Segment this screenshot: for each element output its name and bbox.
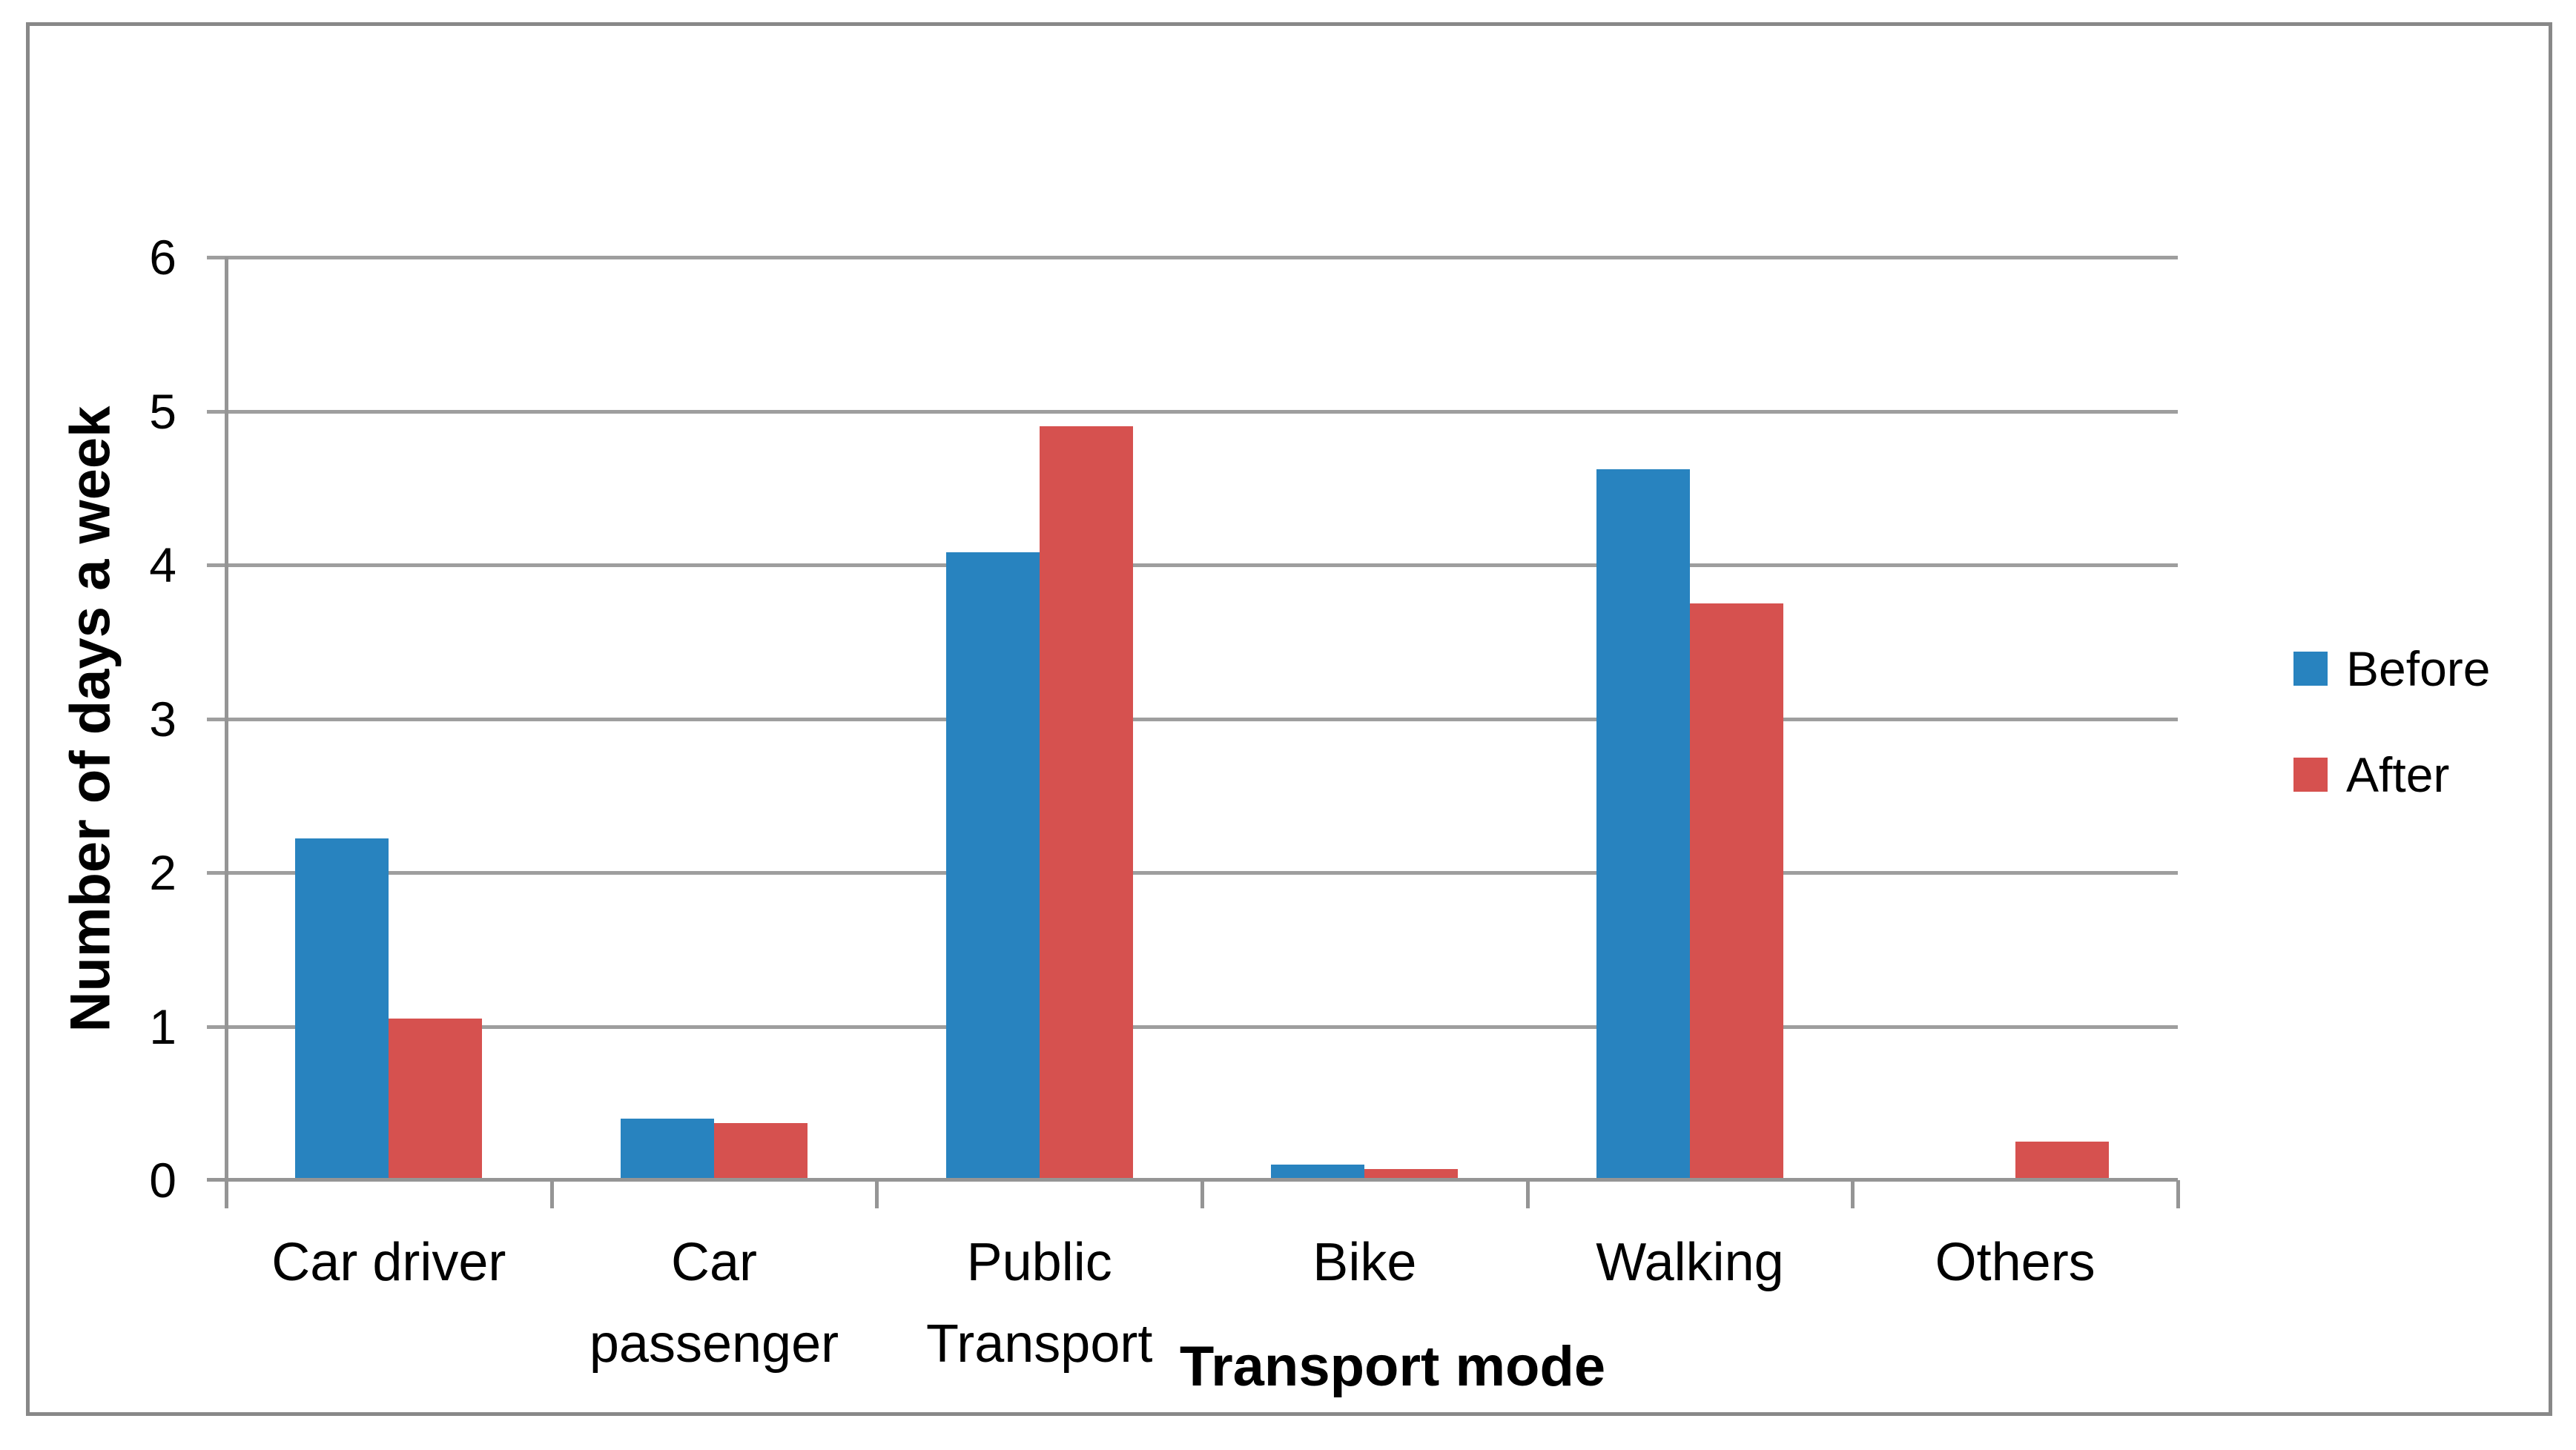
y-tick-label-2: 2 — [149, 845, 176, 900]
legend-label-before: Before — [2346, 641, 2491, 696]
category-label-public-transport: Public Transport — [925, 1233, 1153, 1374]
plot-area — [207, 256, 2180, 1208]
category-label-others: Others — [1935, 1233, 2096, 1292]
x-axis-line — [207, 1178, 2178, 1182]
legend-item-after: After — [2293, 749, 2490, 801]
bar-after-bike — [1364, 1169, 1459, 1180]
legend-label-after: After — [2346, 747, 2450, 802]
y-tick-label-6: 6 — [149, 230, 176, 285]
y-tick-label-5: 5 — [149, 383, 176, 439]
y-tick-label-4: 4 — [149, 537, 176, 592]
x-axis-tick-2 — [875, 1180, 879, 1208]
bar-before-bike — [1271, 1165, 1365, 1180]
y-axis-title: Number of days a week — [59, 405, 122, 1033]
bar-before-public-transport — [945, 552, 1040, 1180]
bar-after-others — [2015, 1142, 2109, 1180]
x-axis-title: Transport mode — [1179, 1335, 1606, 1398]
gridline-y-1 — [207, 1024, 2178, 1029]
gridline-y-6 — [207, 256, 2178, 259]
bar-after-walking — [1690, 603, 1783, 1180]
y-tick-label-0: 0 — [149, 1153, 176, 1208]
y-axis-line — [225, 257, 228, 1180]
legend-item-before: Before — [2293, 643, 2490, 695]
x-axis-tick-0 — [225, 1180, 228, 1208]
category-label-bike: Bike — [1312, 1233, 1417, 1292]
bar-after-public-transport — [1039, 426, 1133, 1180]
gridline-y-2 — [207, 871, 2178, 875]
bar-after-car-driver — [389, 1019, 483, 1180]
legend-swatch-after — [2293, 758, 2328, 792]
x-axis-tick-4 — [1525, 1180, 1530, 1208]
legend: Before After — [2293, 643, 2490, 801]
legend-swatch-before — [2293, 652, 2328, 686]
bar-before-car-driver — [295, 838, 389, 1180]
gridline-y-5 — [207, 409, 2178, 414]
gridline-y-4 — [207, 563, 2178, 567]
y-tick-label-1: 1 — [149, 999, 176, 1054]
bar-before-walking — [1596, 469, 1690, 1180]
category-label-car-driver: Car driver — [271, 1233, 506, 1292]
x-axis-tick-5 — [1851, 1180, 1855, 1208]
x-axis-tick-6 — [2176, 1180, 2180, 1208]
x-axis-tick-3 — [1201, 1180, 1204, 1208]
category-label-car-passenger: Car passenger — [589, 1233, 839, 1374]
bar-after-car-passenger — [714, 1123, 808, 1180]
x-axis-tick-1 — [549, 1180, 554, 1208]
bar-before-car-passenger — [621, 1119, 714, 1180]
gridline-y-3 — [207, 717, 2178, 721]
y-tick-label-3: 3 — [149, 691, 176, 746]
category-label-walking: Walking — [1596, 1233, 1784, 1292]
